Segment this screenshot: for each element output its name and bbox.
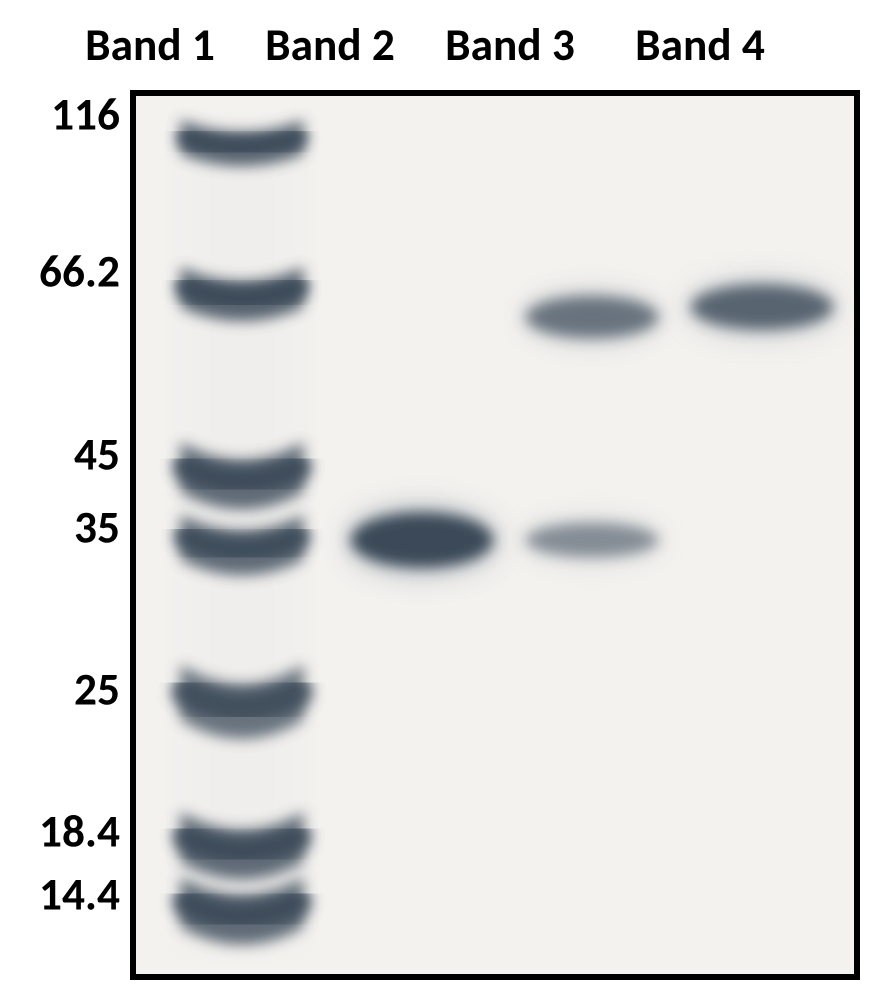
gel-band-core xyxy=(186,137,297,147)
gel-band xyxy=(526,523,659,557)
gel-band-core xyxy=(186,537,297,550)
mw-marker-label: 18.4 xyxy=(39,805,120,860)
gel-figure: Band 1 Band 2 Band 3 Band 4 116 66.2 45 35 25 18.… xyxy=(0,0,878,1000)
mw-marker-label: 45 xyxy=(74,428,120,483)
lane-header: Band 3 xyxy=(445,18,575,73)
mw-marker-label: 116 xyxy=(51,88,120,143)
gel-band-core xyxy=(186,902,297,916)
lane-header: Band 1 xyxy=(85,18,215,73)
gel-band-core xyxy=(186,467,297,481)
gel-band-core xyxy=(186,837,297,851)
gel-frame xyxy=(130,90,860,980)
mw-marker-label: 35 xyxy=(74,501,120,556)
gel-canvas xyxy=(142,102,860,980)
gel-band-core xyxy=(186,692,297,707)
lane-header: Band 2 xyxy=(265,18,395,73)
gel-band xyxy=(351,513,494,568)
gel-band-core xyxy=(186,287,297,298)
mw-marker-label: 14.4 xyxy=(39,868,120,923)
mw-marker-label: 25 xyxy=(74,663,120,718)
gel-band xyxy=(691,285,834,330)
lane-header: Band 4 xyxy=(635,18,765,73)
mw-marker-label: 66.2 xyxy=(39,245,120,300)
gel-band xyxy=(526,296,659,338)
